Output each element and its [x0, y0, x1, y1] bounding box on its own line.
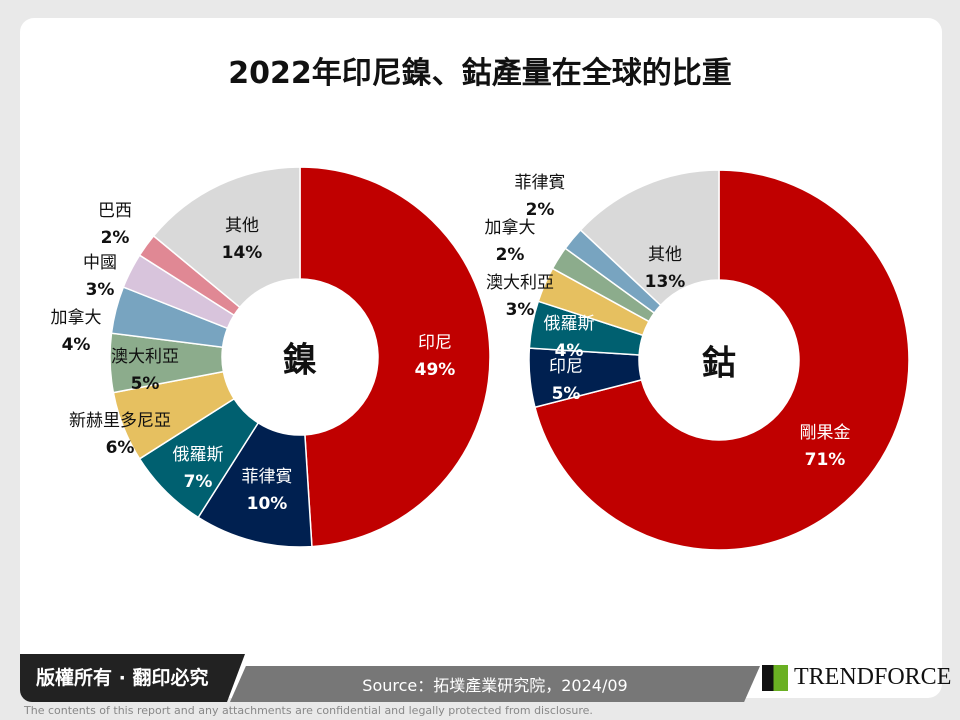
cobalt-center-label: 鈷: [702, 343, 736, 384]
cobalt-data-label: 剛果金 71%: [800, 420, 851, 474]
percent-label: 5%: [551, 384, 581, 404]
percent-label: 13%: [644, 272, 686, 292]
category-label: 中國: [83, 253, 117, 273]
percent-label: 2%: [525, 200, 555, 220]
percent-label: 5%: [130, 374, 160, 394]
cobalt-data-label: 菲律賓 2%: [515, 170, 566, 224]
nickel-center-label: 鎳: [283, 340, 317, 381]
percent-label: 3%: [505, 300, 535, 320]
trendforce-logo: TRENDFORCE: [762, 664, 951, 691]
cobalt-data-label: 印尼 5%: [549, 354, 583, 408]
percent-label: 6%: [105, 438, 135, 458]
nickel-data-label: 印尼 49%: [415, 330, 456, 384]
percent-label: 14%: [221, 243, 263, 263]
logo-icon: [762, 664, 788, 691]
category-label: 其他: [224, 216, 259, 236]
category-label: 其他: [647, 245, 682, 265]
category-label: 俄羅斯: [543, 314, 595, 334]
category-label: 巴西: [98, 201, 132, 221]
logo-text: TRENDFORCE: [794, 664, 952, 690]
copyright-banner: 版權所有 · 翻印必究: [20, 654, 245, 702]
nickel-data-label: 中國 3%: [83, 250, 117, 304]
cobalt-data-label: 澳大利亞 3%: [486, 270, 554, 324]
nickel-data-label: 巴西 2%: [98, 198, 132, 252]
cobalt-data-label: 加拿大 2%: [485, 215, 536, 269]
percent-label: 10%: [246, 494, 288, 514]
nickel-data-label: 俄羅斯 7%: [173, 442, 224, 496]
category-label: 加拿大: [50, 308, 102, 328]
cobalt-data-label: 俄羅斯 4%: [544, 311, 595, 365]
category-label: 俄羅斯: [172, 445, 224, 465]
source-text: Source：拓墣產業研究院，2024/09: [230, 666, 760, 702]
category-label: 菲律賓: [241, 467, 293, 487]
percent-label: 4%: [554, 341, 584, 361]
category-label: 加拿大: [484, 218, 536, 238]
disclaimer: The contents of this report and any atta…: [24, 704, 593, 717]
category-label: 澳大利亞: [486, 273, 554, 293]
cobalt-slice-0: [534, 169, 910, 551]
nickel-data-label: 加拿大 4%: [51, 305, 102, 359]
percent-label: 2%: [100, 228, 130, 248]
nickel-data-label: 菲律賓 10%: [242, 464, 293, 518]
cobalt-slice-6: [579, 169, 720, 307]
nickel-data-label: 澳大利亞 5%: [111, 344, 179, 398]
percent-label: 71%: [804, 450, 846, 470]
category-label: 澳大利亞: [111, 347, 179, 367]
nickel-data-label: 其他 14%: [222, 213, 263, 267]
percent-label: 2%: [495, 245, 525, 265]
cobalt-data-label: 其他 13%: [645, 242, 686, 296]
nickel-slice-8: [152, 166, 301, 309]
percent-label: 49%: [414, 360, 456, 380]
percent-label: 7%: [183, 472, 213, 492]
nickel-data-label: 新赫里多尼亞 6%: [69, 408, 171, 462]
category-label: 新赫里多尼亞: [69, 411, 171, 431]
chart-title: 2022年印尼鎳、鈷產量在全球的比重: [228, 56, 732, 91]
category-label: 印尼: [417, 333, 452, 353]
category-label: 菲律賓: [514, 173, 566, 193]
percent-label: 3%: [85, 280, 115, 300]
percent-label: 4%: [61, 335, 91, 355]
nickel-slice-0: [299, 166, 491, 548]
category-label: 印尼: [549, 357, 583, 377]
category-label: 剛果金: [799, 423, 851, 443]
